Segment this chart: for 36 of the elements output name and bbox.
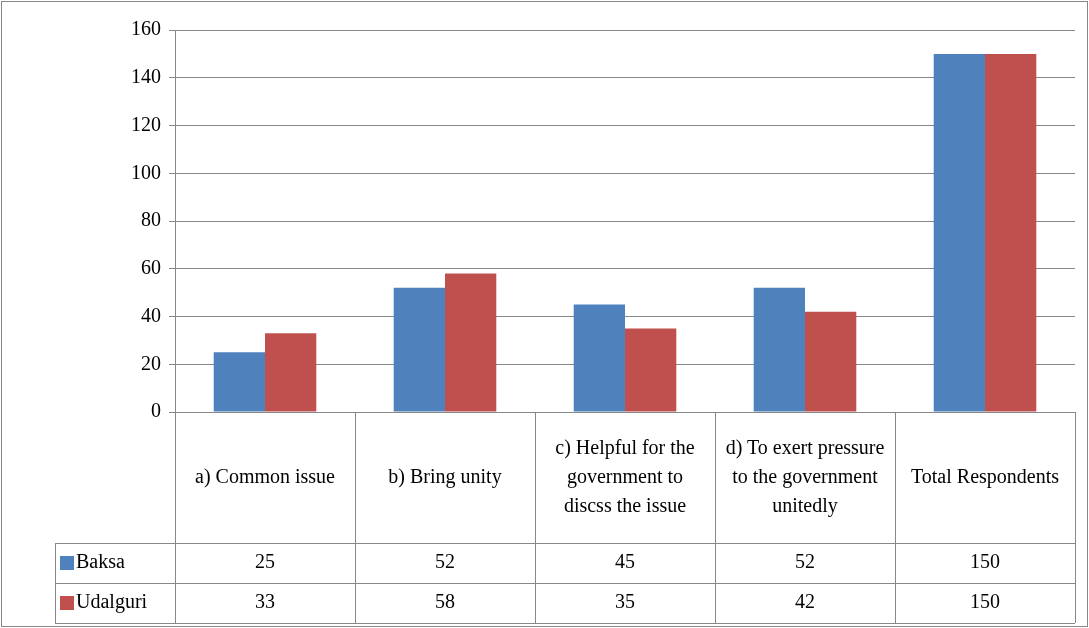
y-tick-label: 0 [151,399,161,422]
data-label: 35 [615,590,635,613]
legend-label: Udalguri [76,590,148,614]
x-tick-label: a) Common issue [195,464,336,488]
data-label: 52 [435,550,455,573]
data-label: 42 [795,590,815,613]
y-tick-label: 40 [141,303,161,326]
y-tick-label: 20 [141,351,161,374]
bar [625,328,677,412]
data-label: 33 [255,590,275,613]
y-tick-label: 100 [131,160,161,183]
bar [805,311,857,412]
bar [573,304,625,412]
y-tick-label: 80 [141,208,161,231]
bar [445,273,497,412]
legend-label: Baksa [76,550,125,573]
bar [753,287,805,412]
bar [265,333,317,412]
data-label: 45 [615,550,635,573]
data-label: 58 [435,590,455,613]
x-tick-label: b) Bring unity [388,464,502,488]
x-tick-label: d) To exert pressure to the government unitedly [725,435,885,517]
bar [393,287,445,412]
y-tick-label: 120 [131,112,161,135]
data-label: 150 [970,550,1000,573]
bar [933,53,985,412]
y-tick-label: 160 [131,17,161,40]
x-tick-label: c) Helpful for the government to discss the issue [555,435,695,516]
data-label: 150 [970,590,1000,613]
bar [213,352,265,412]
x-tick-label: Total Respondents [910,464,1060,488]
y-tick-label: 140 [131,65,161,87]
data-label: 25 [255,550,275,573]
bar [985,53,1037,412]
data-label: 52 [795,550,815,573]
y-tick-label: 60 [141,256,161,278]
